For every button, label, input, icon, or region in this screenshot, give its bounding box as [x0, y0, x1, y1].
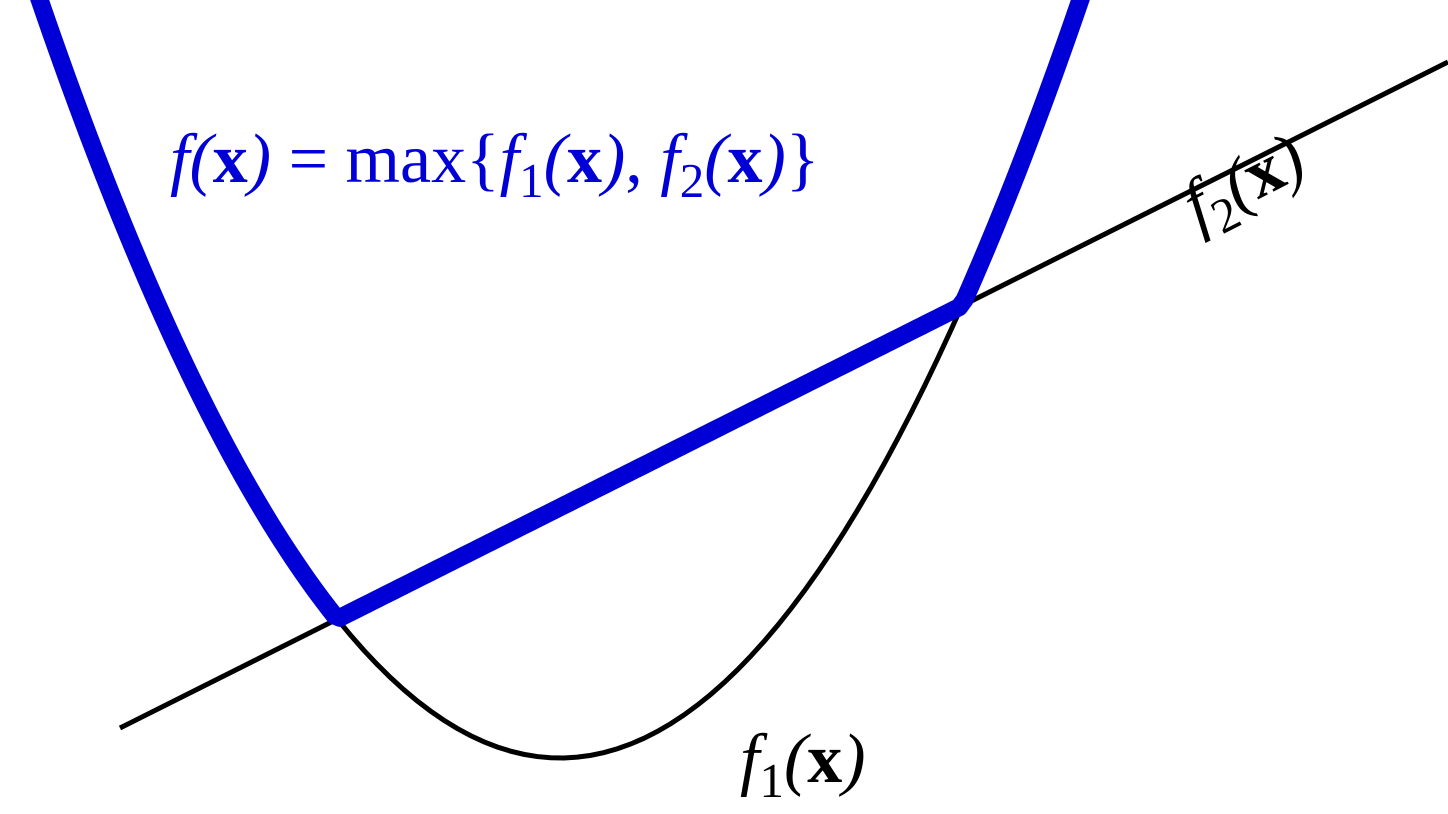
- formula-f1-sub: 1: [519, 153, 544, 208]
- formula-comma: ,: [625, 121, 660, 198]
- formula-x3: x: [728, 121, 763, 198]
- formula-close: }: [786, 121, 820, 198]
- formula-f2: f: [660, 121, 679, 198]
- max-curve: [30, 0, 1098, 618]
- f2-x: x: [1230, 129, 1296, 213]
- formula-eq: = max{: [271, 121, 500, 198]
- formula-f: f: [170, 121, 189, 198]
- formula-f1: f: [500, 121, 519, 198]
- formula-x1: x: [213, 121, 248, 198]
- f1-f: f: [740, 721, 759, 798]
- f1-sub: 1: [759, 753, 784, 808]
- f1-x: x: [807, 721, 842, 798]
- formula-x2: x: [567, 121, 602, 198]
- formula-label: f(x) = max{f1(x), f2(x)}: [170, 120, 819, 209]
- formula-f2-sub: 2: [680, 153, 705, 208]
- f1-label: f1(x): [740, 720, 866, 809]
